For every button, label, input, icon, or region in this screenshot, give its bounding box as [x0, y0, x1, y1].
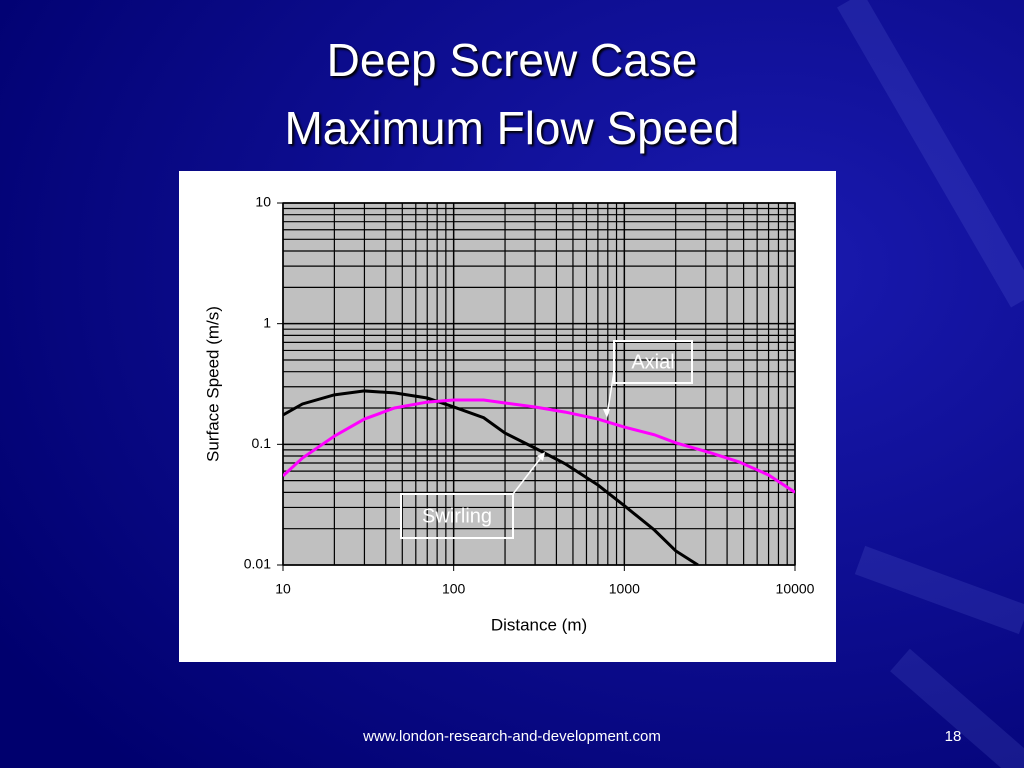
annotation-box [400, 493, 514, 539]
plot-area [283, 203, 795, 565]
annotation-arrow [606, 371, 615, 416]
annotation-text: Swirling [422, 505, 492, 527]
arrow-head [537, 452, 545, 461]
slide-title: Maximum Flow Speed [284, 102, 739, 154]
lines [283, 389, 795, 565]
background-streaks [837, 0, 1024, 773]
labels: 10 100 1000 10000 0.01 0.1 1 10 [244, 194, 815, 597]
y-tick-label: 0.1 [252, 435, 272, 451]
footer: www.london-research-and-development.com [362, 728, 661, 745]
plot-border [282, 202, 796, 566]
y-axis-label: Surface Speed (m/s) [203, 306, 222, 462]
y-tick-label: 1 [263, 314, 271, 330]
grid [277, 202, 796, 571]
x-axis-label: Distance (m) [491, 615, 587, 634]
annotation-text: Axial [631, 351, 674, 373]
series-line [283, 389, 699, 565]
arrow-head [603, 409, 610, 418]
x-tick-label: 10 [275, 581, 291, 597]
page-number: 18 [945, 728, 962, 745]
annotation-swirling: Swirling [400, 452, 545, 539]
y-tick-label: 10 [255, 194, 271, 210]
y-tick-label: 0.01 [244, 556, 271, 572]
annotation-box [613, 340, 693, 384]
annotation-axial: Axial [603, 340, 693, 418]
x-tick-label: 100 [442, 581, 466, 597]
slide-title: Deep Screw Case [327, 34, 698, 86]
series-line [283, 398, 795, 494]
x-tick-label: 1000 [609, 581, 640, 597]
x-tick-label: 10000 [776, 581, 815, 597]
annotation-arrow [512, 454, 544, 495]
